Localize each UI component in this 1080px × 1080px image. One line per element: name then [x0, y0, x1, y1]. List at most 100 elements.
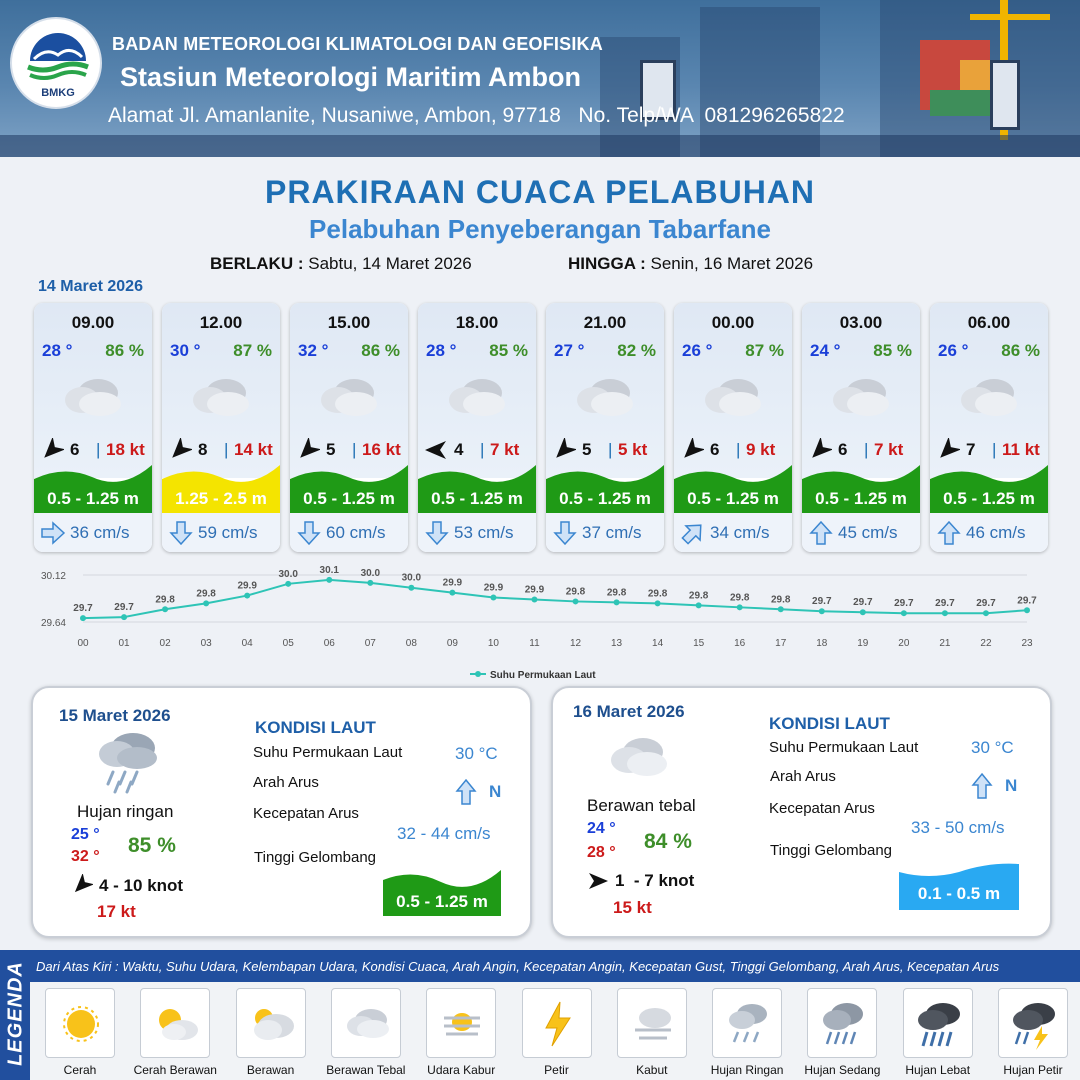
air-temperature: 26 ° [682, 341, 713, 360]
separator: | [864, 440, 869, 459]
y-tick-label: 29.64 [41, 618, 66, 629]
gust-speed: 14 kt [234, 440, 273, 459]
wave-graphic [418, 465, 536, 513]
cloud-sun-icon [253, 1009, 294, 1040]
sst-data-label: 29.9 [237, 581, 257, 592]
forecast-time: 06.00 [967, 313, 1011, 332]
sst-data-label: 29.7 [853, 597, 873, 608]
sst-data-point [818, 608, 825, 615]
crane [970, 14, 1050, 20]
air-temperature: 24 ° [810, 341, 841, 360]
wave-height: 1.25 - 2.5 m [175, 489, 267, 508]
legend-item [521, 988, 592, 1058]
x-tick-label: 14 [652, 638, 664, 649]
air-temperature: 28 ° [426, 341, 457, 360]
forecast-time: 12.00 [199, 313, 243, 332]
wave-height-graphic [899, 863, 1019, 910]
x-tick-label: 22 [980, 638, 992, 649]
legend-item-label: Berawan Tebal [326, 1063, 406, 1077]
legend-item-label: Berawan [246, 1063, 295, 1077]
legend-description: Dari Atas Kiri : Waktu, Suhu Udara, Kele… [36, 959, 1000, 974]
gust-speed: 5 kt [618, 440, 648, 459]
current-direction: N [1005, 776, 1018, 795]
sst-data-point [777, 606, 784, 613]
sst-data-point [1024, 607, 1030, 614]
overcast-icon [700, 375, 766, 419]
current-row: 37 cm/s [546, 513, 664, 552]
y-tick-label: 30.12 [41, 571, 66, 582]
forecast-time: 09.00 [71, 313, 115, 332]
wind-direction-icon [40, 436, 66, 462]
wind-direction-icon [424, 438, 448, 462]
sst-data-label: 29.8 [689, 590, 709, 601]
arrow-down-icon [552, 520, 578, 546]
header-door [640, 60, 676, 120]
lightning-icon [544, 1001, 571, 1047]
sst-data-point [121, 614, 128, 621]
sst-data-point [408, 584, 415, 591]
haze-icon [444, 1013, 481, 1036]
separator: | [96, 440, 101, 459]
wave-height: 0.5 - 1.25 m [303, 489, 395, 508]
header-banner: BMKG BADAN METEOROLOGI KLIMATOLOGI DAN G… [0, 0, 1080, 157]
separator: | [608, 440, 613, 459]
sst-data-label: 29.9 [443, 578, 463, 589]
wind-direction-icon [589, 873, 608, 889]
sst-data-point [162, 606, 169, 613]
heavy-rain-icon [917, 1003, 960, 1047]
x-tick-label: 01 [118, 638, 130, 649]
sea-condition-title: KONDISI LAUT [769, 714, 890, 733]
x-tick-label: 11 [529, 638, 540, 649]
hourly-card: 00.00 26 ° 87 % 6 | 9 kt 0.5 - 1.25 m 34 cm/s [674, 303, 792, 552]
forecast-time: 03.00 [839, 313, 883, 332]
wind-speed: 6 [70, 440, 80, 459]
sst-data-label: 30.0 [278, 569, 298, 580]
legend-item-label: Petir [544, 1063, 569, 1077]
wind-direction-icon [296, 436, 322, 462]
wind-direction-icon [680, 436, 706, 462]
legend: LEGENDA Dari Atas Kiri : Waktu, Suhu Uda… [0, 950, 1080, 1080]
humidity: 86 % [1001, 341, 1040, 360]
sst-data-point [80, 615, 86, 622]
x-tick-label: 02 [160, 638, 172, 649]
daily-humidity: 84 % [644, 830, 692, 853]
gust-speed: 9 kt [746, 440, 776, 459]
x-tick-label: 21 [939, 638, 951, 649]
overcast-icon [444, 375, 510, 419]
humidity: 82 % [617, 341, 656, 360]
arrow-up-icon [971, 772, 993, 799]
current-row: 34 cm/s [674, 513, 792, 552]
sst-data-point [900, 610, 907, 617]
separator: | [352, 440, 357, 459]
legend-item-label: Hujan Petir [1003, 1063, 1063, 1077]
wave-height-label: Tinggi Gelombang [770, 842, 893, 859]
forecast-time: 15.00 [327, 313, 371, 332]
hourly-card: 12.00 30 ° 87 % 8 | 14 kt 1.25 - 2.5 m 59 cm/s [162, 303, 280, 552]
sst-data-point [941, 610, 948, 617]
hourly-card: 09.00 28 ° 86 % 6 | 18 kt 0.5 - 1.25 m 36 cm/s [34, 303, 152, 552]
arrow-up-icon [808, 520, 834, 546]
x-tick-label: 03 [201, 638, 213, 649]
current-speed: 46 cm/s [966, 523, 1026, 542]
sst-data-point [982, 610, 989, 617]
valid-from: BERLAKU : Sabtu, 14 Maret 2026 [210, 254, 472, 274]
x-tick-label: 09 [447, 638, 459, 649]
legend-item [902, 988, 973, 1058]
current-speed: 36 cm/s [70, 523, 130, 542]
separator: | [480, 440, 485, 459]
daily-condition: Hujan ringan [77, 802, 174, 821]
day1-date: 14 Maret 2026 [38, 278, 143, 295]
wind-speed: 7 [966, 440, 976, 459]
wave-height: 0.5 - 1.25 m [815, 489, 907, 508]
daily-gust: 17 kt [97, 902, 136, 921]
wind-direction-icon [168, 436, 194, 462]
x-tick-label: 10 [488, 638, 500, 649]
legend-item [140, 988, 211, 1058]
current-speed: 53 cm/s [454, 523, 514, 542]
daily-humidity: 85 % [128, 834, 176, 857]
legend-side-bar: LEGENDA [0, 950, 30, 1080]
legend-item-label: Hujan Sedang [804, 1063, 881, 1077]
sst-data-label: 30.1 [320, 565, 340, 576]
wind-direction-icon [552, 436, 578, 462]
daily-temp-min: 24 ° [587, 820, 616, 837]
